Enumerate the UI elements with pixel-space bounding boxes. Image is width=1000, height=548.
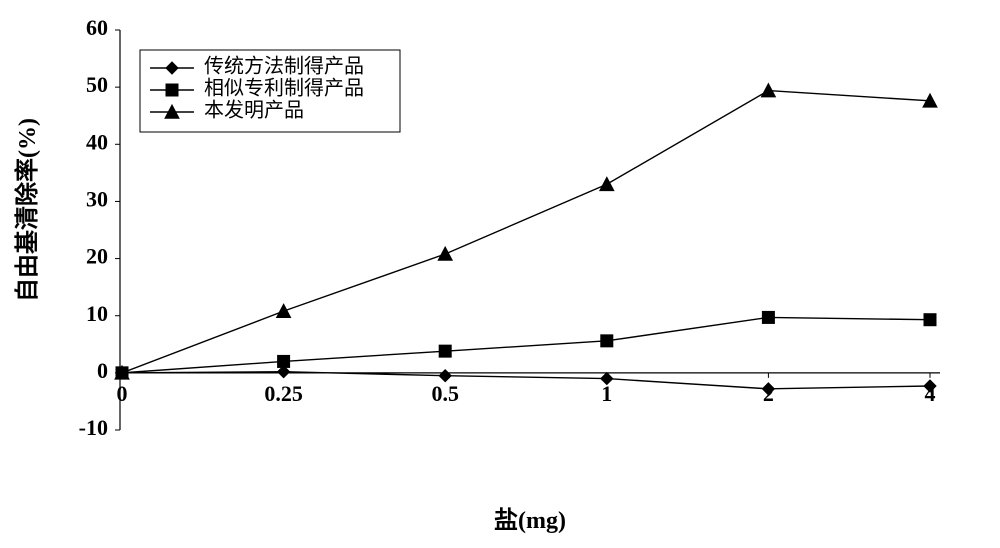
svg-text:30: 30 xyxy=(86,186,108,211)
svg-text:0: 0 xyxy=(97,358,108,383)
svg-text:10: 10 xyxy=(86,301,108,326)
y-axis-label: 自由基清除率(%) xyxy=(13,118,41,302)
line-chart: -100102030405060自由基清除率(%)00.250.5124盐(mg… xyxy=(0,0,1000,548)
svg-text:0.5: 0.5 xyxy=(431,381,459,406)
legend-label-1: 相似专利制得产品 xyxy=(204,77,364,100)
svg-text:20: 20 xyxy=(86,244,108,269)
legend-label-0: 传统方法制得产品 xyxy=(204,55,364,78)
svg-text:0: 0 xyxy=(117,381,128,406)
legend-label-2: 本发明产品 xyxy=(204,99,304,122)
series-line-1 xyxy=(122,317,930,372)
svg-text:0.25: 0.25 xyxy=(264,381,303,406)
svg-text:60: 60 xyxy=(86,15,108,40)
series-line-0 xyxy=(122,372,930,389)
x-axis-label: 盐(mg) xyxy=(494,507,566,534)
svg-text:40: 40 xyxy=(86,129,108,154)
svg-text:50: 50 xyxy=(86,72,108,97)
svg-text:-10: -10 xyxy=(79,415,108,440)
series-line-2 xyxy=(122,91,930,373)
